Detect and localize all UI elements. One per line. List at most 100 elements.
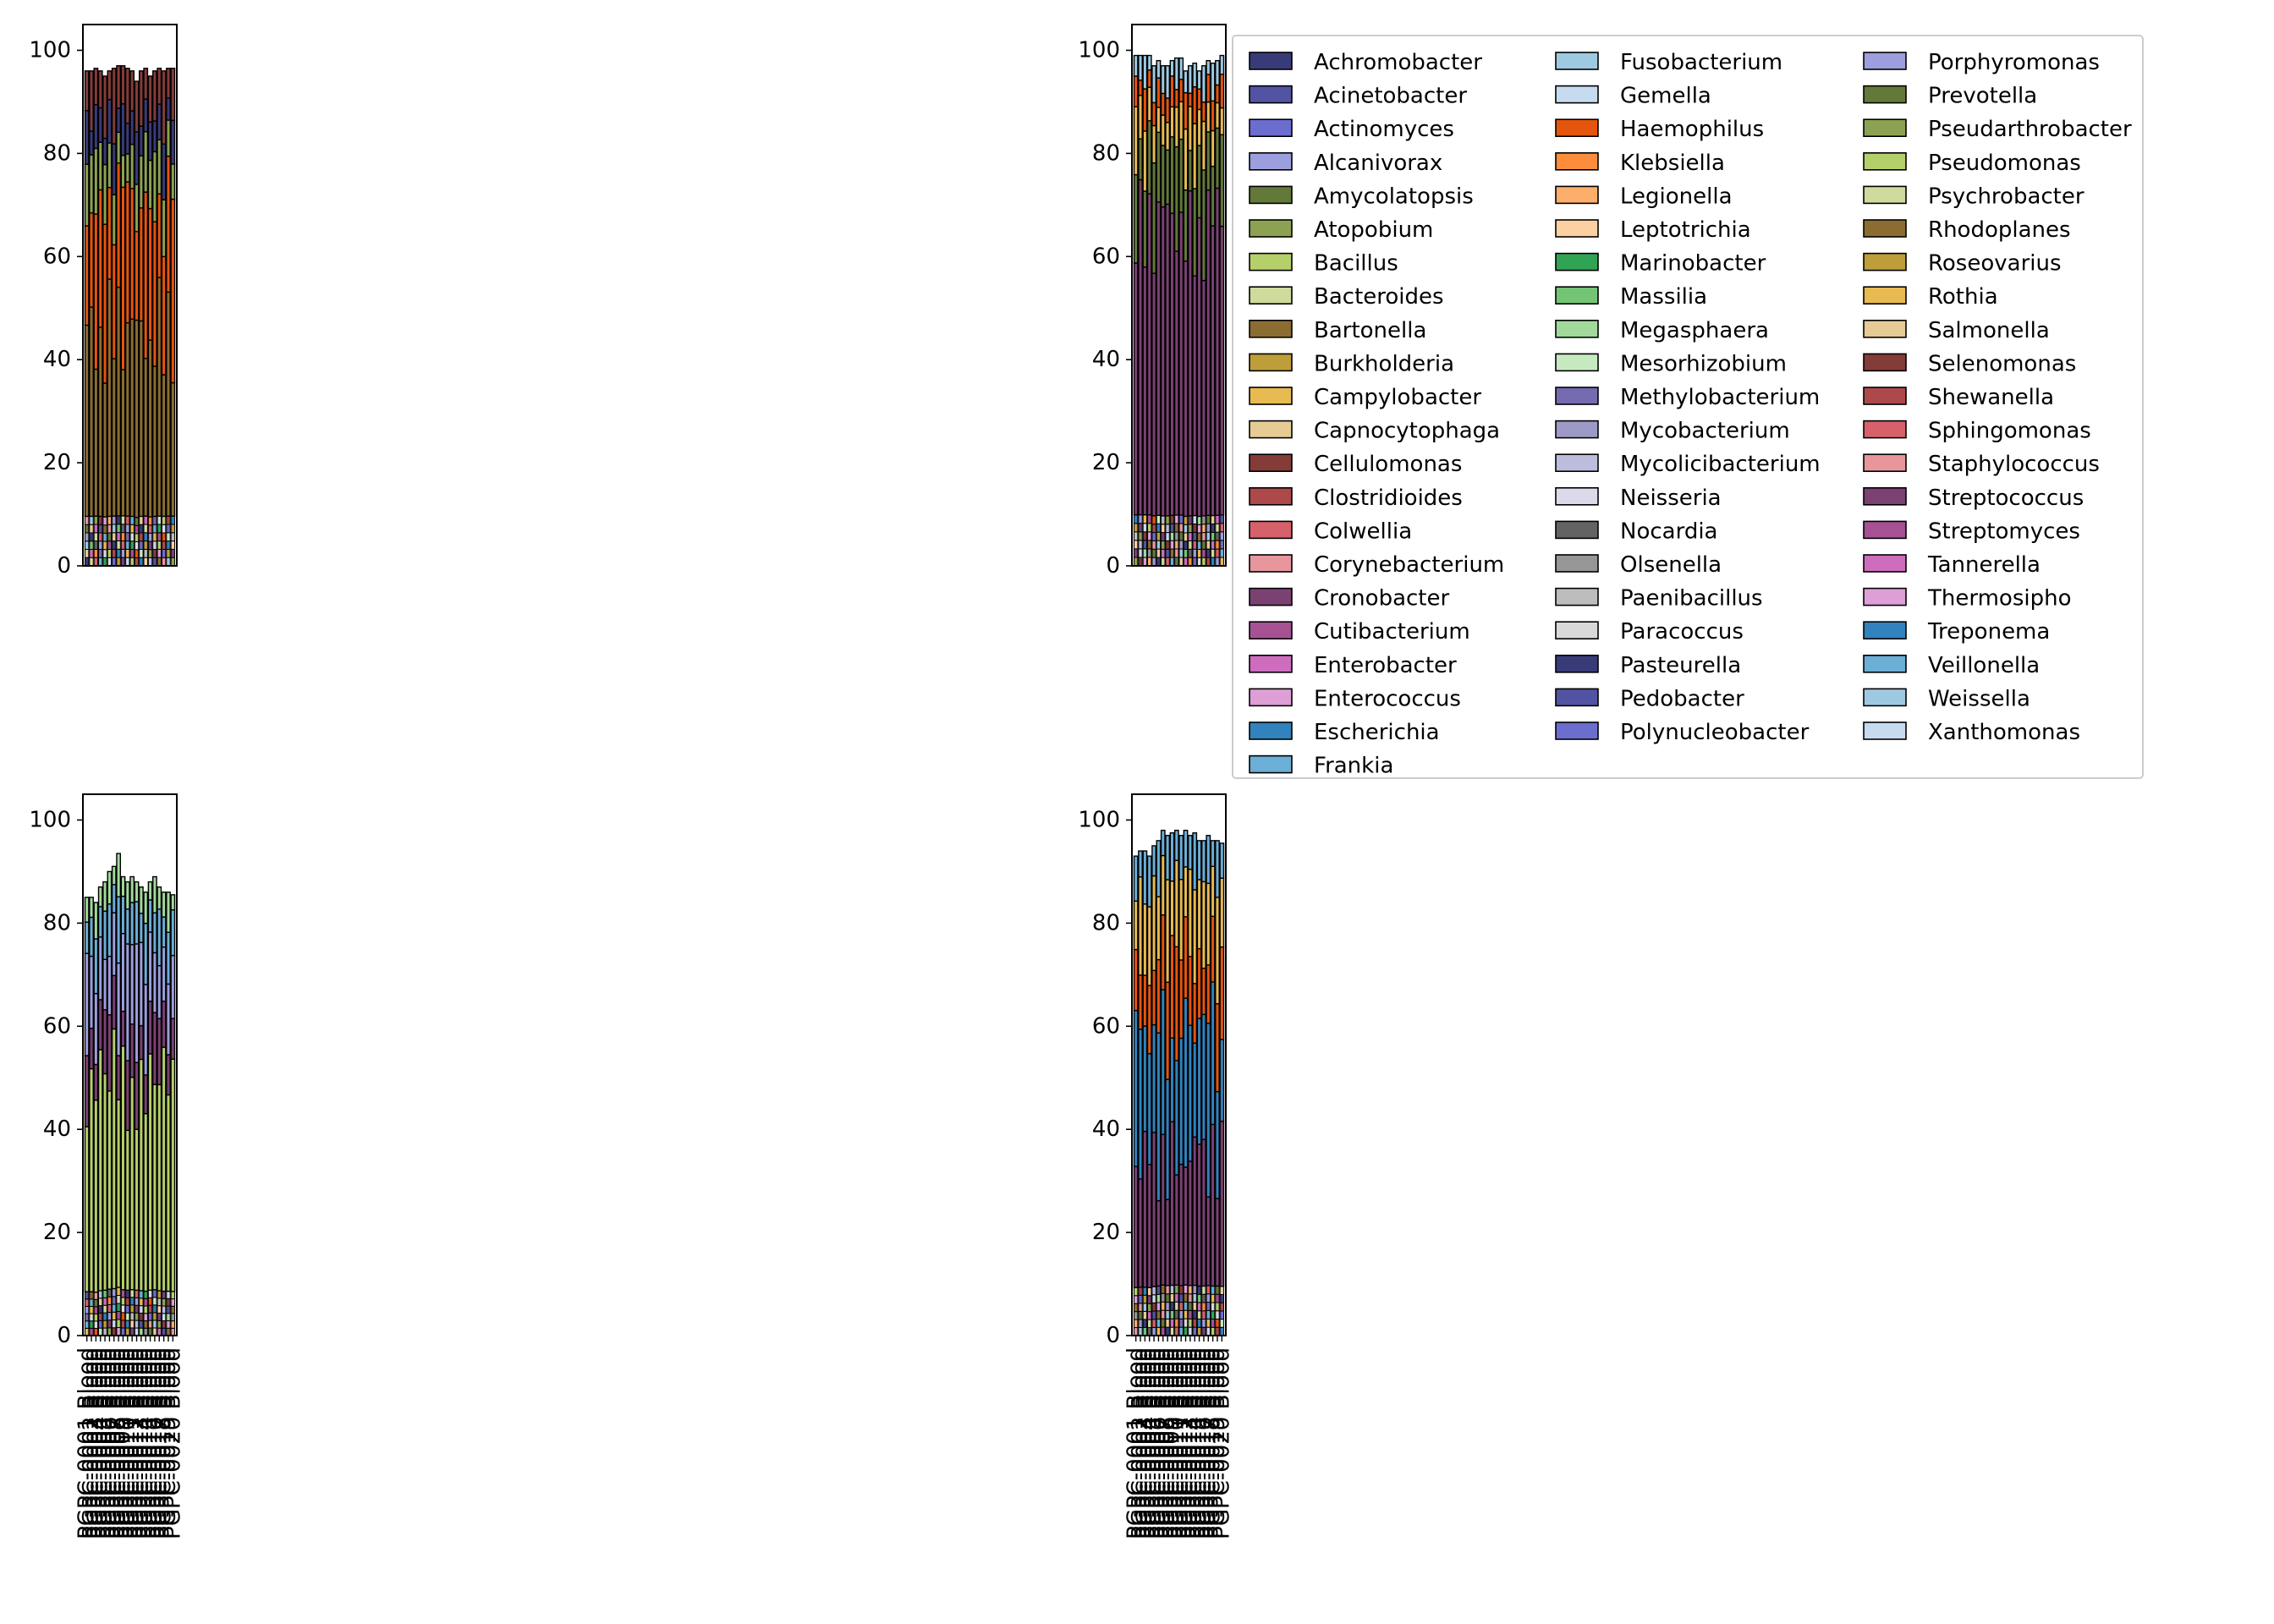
- bar-segment: [147, 931, 153, 1002]
- legend-label: Fusobacterium: [1620, 50, 1782, 75]
- bar-stack: [1173, 57, 1179, 567]
- bar-segment: [1156, 514, 1162, 524]
- legend: Achromobacter Acinetobacter Actinomyces Alc…: [1232, 35, 2144, 779]
- bar-segment: [107, 549, 113, 558]
- legend-entry: Paenibacillus: [1555, 586, 1763, 612]
- bar-segment: [1174, 548, 1179, 558]
- bar-segment: [1192, 548, 1197, 558]
- bar-segment: [1196, 549, 1202, 558]
- bar-segment: [161, 524, 167, 534]
- legend-swatch: [1863, 486, 1907, 506]
- bar-segment: [89, 1327, 94, 1336]
- bar-segment: [1201, 1326, 1206, 1336]
- bar-stack: [1151, 65, 1156, 567]
- bar-segment: [1169, 1292, 1175, 1303]
- bar-segment: [1138, 1287, 1143, 1296]
- bar-segment: [116, 1319, 121, 1328]
- bar-segment: [1165, 1293, 1170, 1303]
- bar-segment: [1192, 540, 1197, 550]
- bar-segment: [1133, 1287, 1139, 1297]
- bar-segment: [161, 916, 167, 948]
- bar-segment: [124, 68, 130, 124]
- bar-segment: [138, 125, 144, 156]
- legend-entry: Amycolatopsis: [1249, 184, 1474, 209]
- bar-stack: [116, 65, 122, 567]
- bar-segment: [143, 540, 148, 550]
- bar-segment: [134, 184, 140, 233]
- legend-entry: Bartonella: [1249, 318, 1426, 343]
- bar-segment: [124, 1129, 130, 1292]
- bar-segment: [1165, 524, 1170, 534]
- x-tick-label: PGPC-0009 Blood: [1159, 1347, 1184, 1539]
- bar-segment: [98, 1305, 103, 1314]
- bar-segment: [1192, 557, 1197, 567]
- y-tick-label: 40: [1092, 347, 1120, 372]
- bar-segment: [89, 1027, 94, 1070]
- bar-segment: [111, 1028, 117, 1290]
- bar-segment: [1165, 1302, 1170, 1311]
- bar-segment: [84, 1320, 90, 1329]
- bar-segment: [1192, 832, 1198, 891]
- bar-segment: [147, 516, 153, 526]
- legend-label: Weissella: [1928, 686, 2030, 711]
- legend-entry: Prevotella: [1863, 84, 2037, 109]
- bar-segment: [116, 131, 122, 164]
- legend-entry: Frankia: [1249, 754, 1393, 779]
- bar-segment: [138, 1024, 144, 1061]
- bar-segment: [112, 548, 117, 558]
- bar-segment: [1210, 840, 1216, 867]
- bar-segment: [170, 1313, 176, 1322]
- bar-stack: [143, 892, 149, 1336]
- legend-label: Bacteroides: [1314, 284, 1444, 310]
- bar-segment: [1206, 1326, 1211, 1336]
- bar-segment: [1178, 514, 1184, 524]
- bar-segment: [1215, 1310, 1220, 1320]
- bar-segment: [1210, 63, 1216, 102]
- bar-segment: [84, 1327, 90, 1336]
- bar-segment: [1206, 540, 1211, 550]
- x-tick-label: PGPC-0014 Blood: [1182, 1347, 1207, 1539]
- bar-segment: [147, 549, 153, 558]
- bar-segment: [89, 557, 94, 567]
- bar-segment: [1133, 900, 1139, 951]
- bar-segment: [112, 515, 117, 525]
- bar-segment: [129, 1327, 135, 1336]
- bar-segment: [1138, 1326, 1143, 1336]
- bar-segment: [1187, 106, 1193, 151]
- bar-segment: [1196, 70, 1202, 90]
- legend-entry: Methylobacterium: [1555, 385, 1820, 410]
- bar-segment: [143, 1313, 148, 1322]
- bar-segment: [102, 223, 107, 384]
- bar-segment: [152, 515, 157, 525]
- bar-segment: [93, 540, 99, 550]
- bar-segment: [139, 515, 144, 525]
- bar-segment: [1151, 1302, 1156, 1312]
- bar-segment: [93, 557, 99, 567]
- bar-segment: [1169, 1326, 1175, 1336]
- bar-segment: [1210, 540, 1216, 550]
- y-tick-label: 80: [1092, 910, 1120, 935]
- y-tick-label: 100: [1078, 37, 1120, 63]
- bar-segment: [1147, 1303, 1152, 1313]
- bar-segment: [1160, 829, 1166, 857]
- legend-label: Corynebacterium: [1314, 552, 1504, 578]
- bar-segment: [1151, 1310, 1156, 1320]
- bar-segment: [1188, 515, 1193, 525]
- bar-segment: [98, 532, 103, 542]
- bar-segment: [1210, 129, 1216, 167]
- bar-segment: [1215, 523, 1220, 533]
- bar-segment: [166, 97, 171, 121]
- legend-label: Mycobacterium: [1620, 419, 1790, 444]
- bar-segment: [1188, 540, 1193, 550]
- bar-segment: [161, 532, 167, 542]
- y-tick-label: 100: [1078, 807, 1120, 832]
- bar-segment: [143, 1327, 148, 1336]
- bar-segment: [1210, 557, 1216, 567]
- bar-segment: [125, 515, 130, 525]
- bar-segment: [1151, 1286, 1156, 1296]
- bar-segment: [1183, 557, 1189, 567]
- bar-segment: [1142, 1287, 1148, 1296]
- bar-segment: [1178, 1285, 1184, 1295]
- bar-segment: [157, 193, 162, 278]
- bar-segment: [1187, 1024, 1193, 1162]
